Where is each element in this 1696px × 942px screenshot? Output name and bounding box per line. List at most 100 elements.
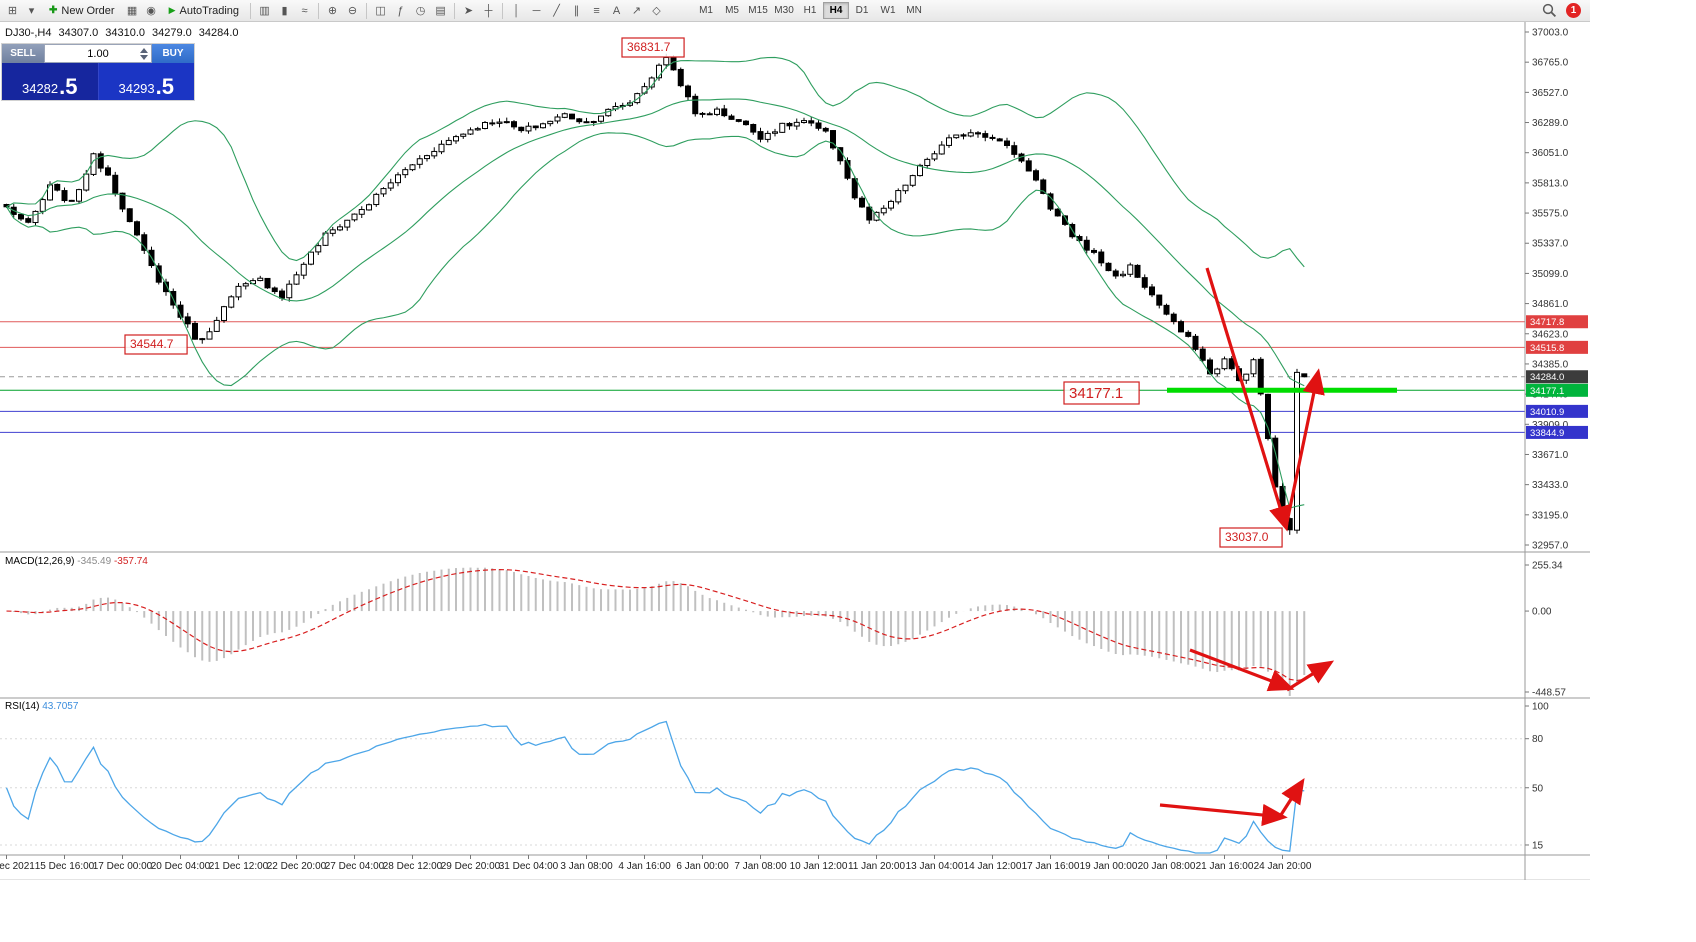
svg-text:32957.0: 32957.0	[1532, 541, 1569, 552]
one-click-trading-panel: SELL 1.00 BUY 34282.5 34293.5	[2, 44, 194, 100]
horizontal-line-icon[interactable]: ─	[532, 4, 541, 17]
svg-text:29 Dec 20:00: 29 Dec 20:00	[441, 861, 501, 872]
trading-platform-window: ⊞ ▾ ✚ New Order ▦ ◉ ▶ AutoTrading ▥ ▮ ≈ ⊕ ⊖ ◫ ƒ ◷…	[0, 0, 1590, 880]
text-label-icon[interactable]: A	[612, 4, 621, 17]
equidistant-channel-icon[interactable]: ∥	[573, 5, 580, 17]
indicators-icon[interactable]: ƒ	[397, 4, 404, 17]
svg-text:36527.0: 36527.0	[1532, 88, 1569, 99]
svg-text:3 Jan 08:00: 3 Jan 08:00	[560, 861, 613, 872]
svg-text:33671.0: 33671.0	[1532, 450, 1569, 461]
new-order-icon: ✚	[49, 5, 58, 16]
volume-field[interactable]: 1.00	[44, 44, 152, 63]
svg-text:-448.57: -448.57	[1532, 688, 1566, 699]
svg-text:10 Jan 12:00: 10 Jan 12:00	[790, 861, 848, 872]
svg-text:36831.7: 36831.7	[627, 40, 671, 54]
trade-prices-row: 34282.5 34293.5	[2, 63, 194, 100]
timeframe-m5[interactable]: M5	[725, 5, 739, 16]
svg-text:6 Jan 00:00: 6 Jan 00:00	[676, 861, 729, 872]
crosshair-icon[interactable]: ┼	[484, 4, 493, 17]
price-annotations[interactable]: 36831.7 34544.7 34177.1 33037.0	[124, 37, 1283, 548]
svg-text:14 Dec 2021: 14 Dec 2021	[0, 861, 35, 872]
period-icon[interactable]: ◷	[415, 5, 426, 17]
fibonacci-icon[interactable]: ≡	[593, 4, 600, 17]
bar-chart-icon[interactable]: ▥	[259, 5, 270, 17]
autotrading-button[interactable]: ▶ AutoTrading	[162, 2, 246, 20]
candlesticks[interactable]	[3, 53, 1308, 535]
macd-indicator	[6, 567, 1306, 696]
svg-text:14 Jan 12:00: 14 Jan 12:00	[964, 861, 1022, 872]
zoom-out-icon[interactable]: ⊖	[347, 5, 358, 17]
svg-text:34861.0: 34861.0	[1532, 299, 1569, 310]
svg-text:80: 80	[1532, 734, 1544, 745]
timeframe-d1[interactable]: D1	[855, 5, 869, 16]
svg-text:20 Jan 08:00: 20 Jan 08:00	[1138, 861, 1196, 872]
timeframe-m1[interactable]: M1	[699, 5, 713, 16]
svg-text:4 Jan 16:00: 4 Jan 16:00	[618, 861, 671, 872]
toolbar-separator	[250, 2, 252, 19]
buy-button[interactable]: BUY	[152, 44, 194, 63]
alerts-icon[interactable]: ◉	[146, 5, 156, 17]
volume-down-icon[interactable]	[140, 55, 148, 60]
svg-text:34544.7: 34544.7	[130, 337, 174, 351]
line-chart-icon[interactable]: ≈	[301, 4, 308, 17]
notification-badge[interactable]: 1	[1566, 3, 1581, 18]
new-order-label: New Order	[61, 4, 115, 17]
sell-button[interactable]: SELL	[2, 44, 44, 63]
search-icon[interactable]	[1542, 3, 1557, 18]
templates-icon[interactable]: ▤	[435, 5, 446, 17]
tile-windows-icon[interactable]: ◫	[375, 5, 386, 17]
toolbar-group-tools: ▥ ▮ ≈ ⊕ ⊖ ◫ ƒ ◷ ▤ ➤ ┼ │ ─ ╱ ∥ ≡ A ↗ ◇	[247, 2, 666, 20]
svg-text:33195.0: 33195.0	[1532, 510, 1569, 521]
svg-text:35813.0: 35813.0	[1532, 178, 1569, 189]
timeframe-mn[interactable]: MN	[906, 5, 922, 16]
toolbar: ⊞ ▾ ✚ New Order ▦ ◉ ▶ AutoTrading ▥ ▮ ≈ ⊕ ⊖ ◫ ƒ ◷…	[0, 0, 1590, 22]
timeframe-m30[interactable]: M30	[774, 5, 794, 16]
svg-text:21 Jan 16:00: 21 Jan 16:00	[1196, 861, 1254, 872]
new-chart-icon[interactable]: ⊞	[7, 5, 18, 17]
svg-text:35337.0: 35337.0	[1532, 239, 1569, 250]
chart-frame	[0, 22, 1590, 880]
timeframe-h4[interactable]: H4	[823, 2, 850, 19]
symbol-info-bar: DJ30-,H4 34307.0 34310.0 34279.0 34284.0	[5, 27, 246, 39]
cursor-icon[interactable]: ➤	[463, 5, 474, 17]
price-tags: 34717.8 34515.8 34284.0 34177.1 34010.9 33844…	[1526, 315, 1588, 439]
shapes-icon[interactable]: ◇	[652, 5, 661, 17]
svg-text:33037.0: 33037.0	[1225, 530, 1269, 544]
svg-text:33844.9: 33844.9	[1530, 428, 1564, 439]
arrow-tool-icon[interactable]: ↗	[631, 5, 642, 17]
svg-text:34623.0: 34623.0	[1532, 329, 1569, 340]
chart-canvas[interactable]: 37003.0 36765.0 36527.0 36289.0 36051.0 35813…	[0, 22, 1590, 880]
candlestick-chart-icon[interactable]: ▮	[281, 5, 288, 17]
toolbar-group-chart: ⊞ ▾	[3, 2, 41, 20]
timeframe-w1[interactable]: W1	[880, 5, 896, 16]
svg-text:34717.8: 34717.8	[1530, 317, 1564, 328]
trendline-icon[interactable]: ╱	[553, 5, 560, 17]
zoom-in-icon[interactable]: ⊕	[327, 5, 338, 17]
new-order-button[interactable]: ✚ New Order	[42, 2, 122, 20]
svg-text:34177.1: 34177.1	[1530, 386, 1564, 397]
svg-text:34284.0: 34284.0	[1530, 372, 1564, 383]
vertical-line-icon[interactable]: │	[513, 4, 520, 17]
timeframe-m15[interactable]: M15	[748, 5, 768, 16]
svg-text:34177.1: 34177.1	[1069, 385, 1123, 402]
volume-up-icon[interactable]	[140, 48, 148, 53]
svg-text:34515.8: 34515.8	[1530, 343, 1564, 354]
sell-price[interactable]: 34282.5	[2, 63, 99, 100]
svg-text:28 Dec 12:00: 28 Dec 12:00	[383, 861, 443, 872]
svg-text:36051.0: 36051.0	[1532, 148, 1569, 159]
trade-buttons-row: SELL 1.00 BUY	[2, 44, 194, 63]
svg-text:36289.0: 36289.0	[1532, 118, 1569, 129]
autotrading-label: AutoTrading	[179, 4, 240, 17]
svg-text:15: 15	[1532, 840, 1544, 851]
volume-spinner[interactable]	[140, 48, 148, 60]
svg-text:21 Dec 12:00: 21 Dec 12:00	[209, 861, 269, 872]
svg-text:37003.0: 37003.0	[1532, 28, 1569, 39]
svg-text:50: 50	[1532, 783, 1544, 794]
buy-price[interactable]: 34293.5	[98, 63, 194, 100]
timeframe-switcher: M1 M5 M15 M30 H1 H4 D1 W1 MN	[693, 2, 927, 19]
price-axis[interactable]: 37003.0 36765.0 36527.0 36289.0 36051.0 35813…	[1525, 28, 1569, 852]
profiles-icon[interactable]: ▦	[126, 5, 138, 17]
timeframe-h1[interactable]: H1	[803, 5, 817, 16]
chart-dropdown-icon[interactable]: ▾	[28, 5, 35, 17]
